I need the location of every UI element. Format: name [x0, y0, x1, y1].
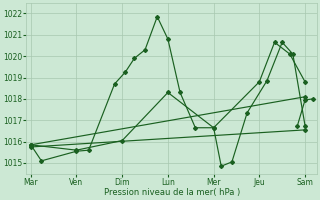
X-axis label: Pression niveau de la mer( hPa ): Pression niveau de la mer( hPa ) [104, 188, 240, 197]
